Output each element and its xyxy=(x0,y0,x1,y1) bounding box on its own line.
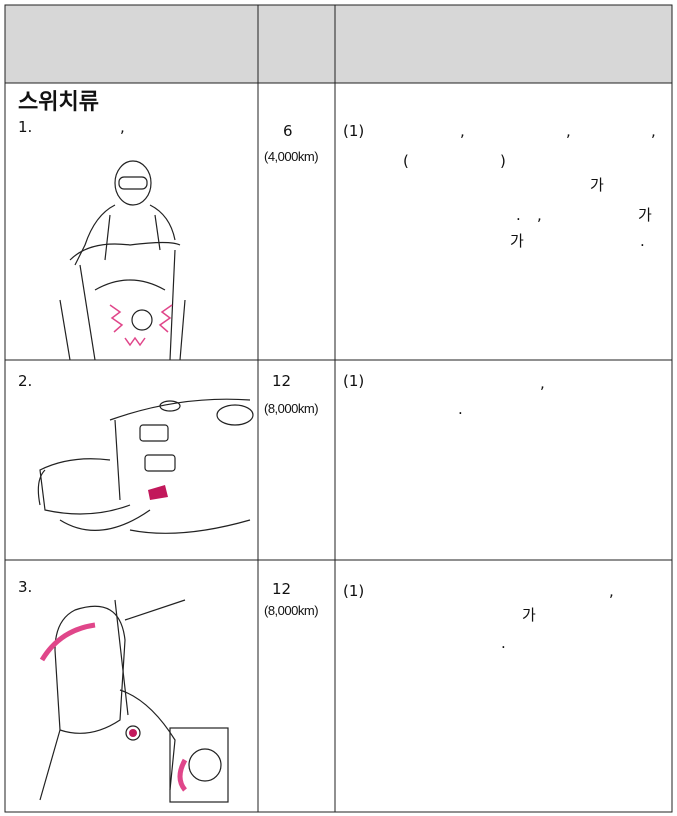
text-fragment: 가 xyxy=(638,206,652,224)
rider-illustration xyxy=(59,160,186,361)
interval-distance: (8,000km) xyxy=(264,603,319,618)
text-fragment: . xyxy=(501,634,506,652)
text-fragment: 2. xyxy=(18,372,33,390)
switch-illustration xyxy=(37,398,254,534)
interval-distance: (4,000km) xyxy=(264,149,319,164)
lock-illustration xyxy=(39,599,229,803)
text-fragment: , xyxy=(540,374,545,392)
text-fragment: 가 xyxy=(522,606,536,624)
text-fragment: 3. xyxy=(18,578,33,596)
text-fragment: (1) xyxy=(343,582,365,600)
text-fragment: (1) xyxy=(343,372,365,390)
text-fragment: 12 xyxy=(272,372,292,390)
text-fragment: ) xyxy=(500,152,506,170)
text-fragment: 1. xyxy=(18,118,33,136)
text-fragment: , xyxy=(460,122,465,140)
interval-distance: (8,000km) xyxy=(264,401,319,416)
text-fragment: . xyxy=(516,206,521,224)
text-fragment: , xyxy=(651,122,656,140)
text-fragment: 가 xyxy=(590,176,604,194)
text-fragment: , xyxy=(566,122,571,140)
switch-highlight xyxy=(148,485,168,500)
text-fragment: , xyxy=(537,206,542,224)
item-title: 스위치류 xyxy=(18,90,99,115)
text-fragment: (1) xyxy=(343,122,365,140)
text-fragment: , xyxy=(120,118,125,136)
text-fragment: . xyxy=(640,232,645,250)
text-fragment: 6 xyxy=(283,122,293,140)
header-row xyxy=(5,5,672,83)
text-fragment: 가 xyxy=(510,232,524,250)
text-fragment: , xyxy=(609,582,614,600)
text-fragment: 12 xyxy=(272,580,292,598)
text-fragment: . xyxy=(458,400,463,418)
text-fragment: ( xyxy=(403,152,409,170)
